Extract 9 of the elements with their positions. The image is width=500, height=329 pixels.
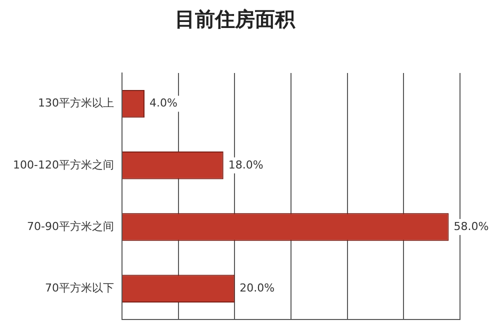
y-tick-label: 70平方米以下 [44, 281, 114, 294]
y-tick-label: 100-120平方米之间 [12, 158, 114, 172]
data-label: 18.0% [228, 158, 264, 172]
y-tick-label: 70-90平方米之间 [26, 220, 114, 233]
y-tick-label: 130平方米以上 [38, 96, 114, 110]
data-label: 20.0% [240, 281, 275, 294]
chart-title: 目前住房面积 [175, 7, 296, 32]
data-label: 4.0% [149, 96, 178, 110]
data-label: 58.0% [454, 220, 489, 233]
